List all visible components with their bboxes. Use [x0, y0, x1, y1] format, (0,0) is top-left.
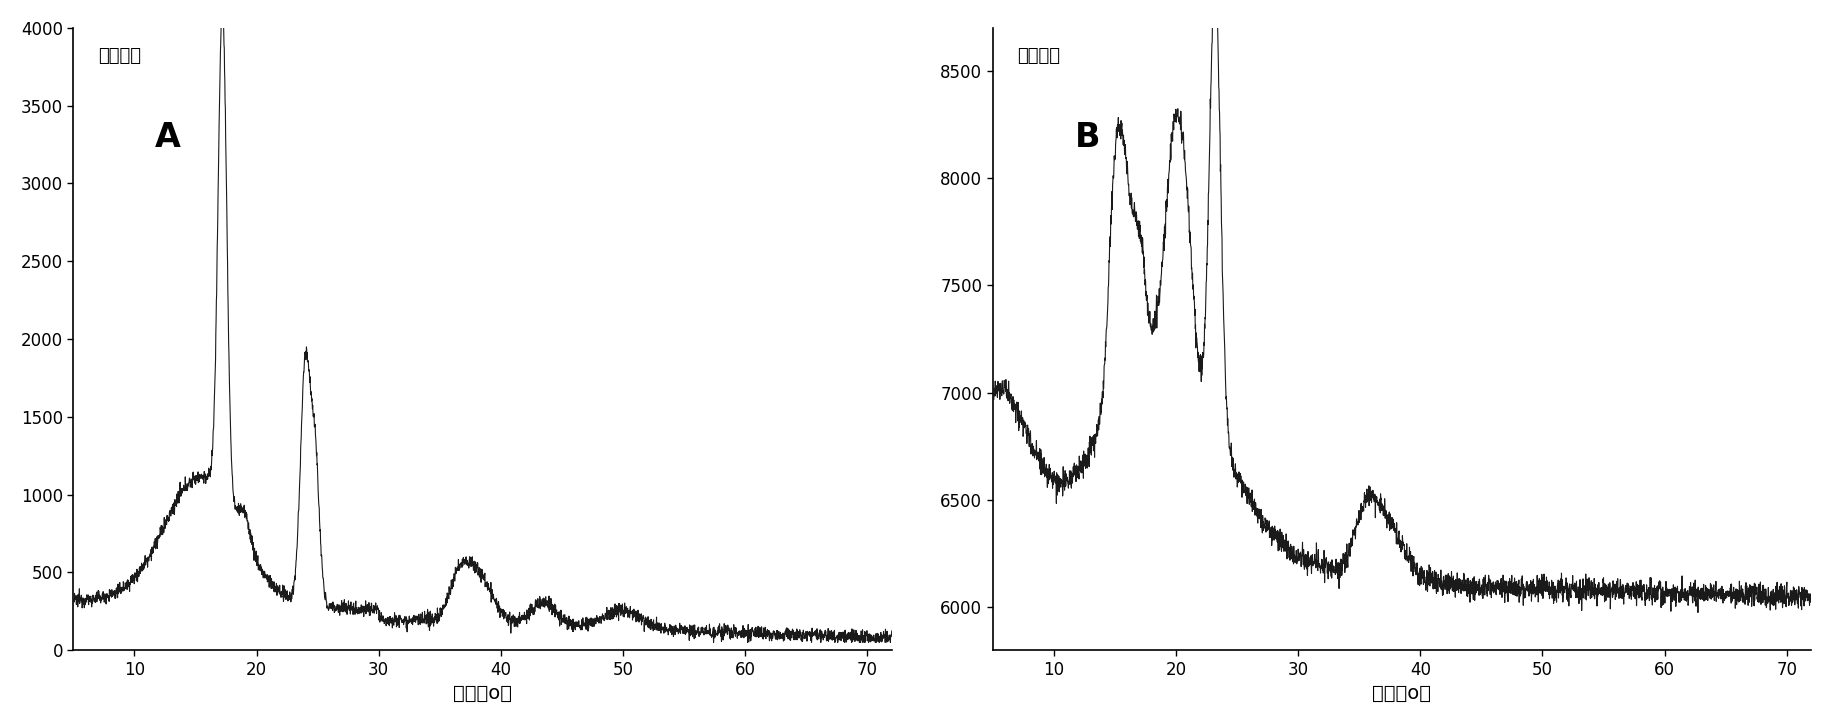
Text: B: B [1075, 121, 1101, 154]
Text: 信号强度: 信号强度 [1017, 46, 1061, 64]
X-axis label: 角度（o）: 角度（o） [453, 684, 513, 703]
Text: 信号强度: 信号强度 [97, 46, 141, 64]
Text: A: A [156, 121, 181, 154]
X-axis label: 角度（o）: 角度（o） [1372, 684, 1431, 703]
